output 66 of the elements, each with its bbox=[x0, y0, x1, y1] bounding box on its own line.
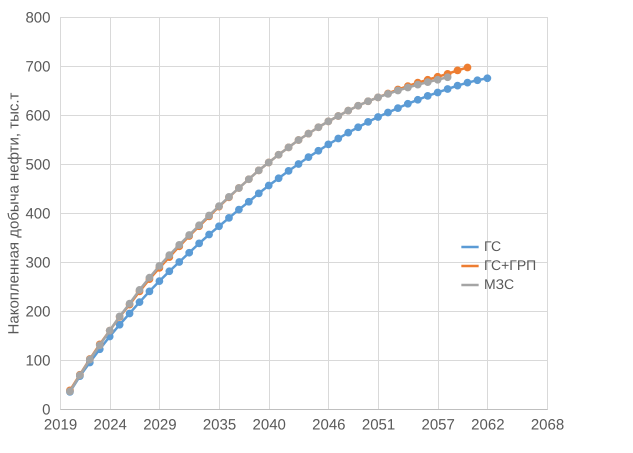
y-tick-label: 400 bbox=[25, 206, 50, 222]
y-tick-label: 600 bbox=[25, 108, 50, 124]
point bbox=[374, 113, 382, 121]
point bbox=[136, 298, 144, 306]
point bbox=[444, 73, 452, 82]
point bbox=[384, 108, 392, 116]
point bbox=[354, 123, 362, 132]
point bbox=[324, 140, 332, 148]
point bbox=[146, 288, 154, 296]
y-tick-label: 500 bbox=[25, 156, 50, 174]
point bbox=[404, 100, 412, 108]
point bbox=[454, 66, 462, 74]
point bbox=[225, 214, 233, 222]
y-axis-title: Накопленная добыча нефти, тыс.т bbox=[5, 92, 22, 334]
point bbox=[434, 88, 442, 96]
point bbox=[156, 277, 164, 285]
point bbox=[185, 248, 194, 257]
point bbox=[175, 258, 184, 266]
point bbox=[464, 78, 472, 87]
point bbox=[126, 310, 134, 318]
point bbox=[294, 160, 302, 168]
x-tick-label: 2062 bbox=[471, 416, 505, 434]
legend-label: МЗС bbox=[484, 276, 514, 292]
point bbox=[454, 82, 462, 90]
x-tick-label: 2051 bbox=[362, 416, 396, 434]
point bbox=[274, 174, 283, 182]
point bbox=[116, 320, 124, 329]
point bbox=[205, 230, 213, 238]
point bbox=[424, 78, 432, 86]
y-tick-label: 800 bbox=[25, 10, 50, 26]
point bbox=[165, 267, 174, 276]
x-tick-label: 2024 bbox=[94, 416, 127, 434]
point bbox=[304, 153, 312, 162]
point bbox=[334, 134, 342, 142]
x-tick-label: 2068 bbox=[530, 416, 564, 434]
x-tick-label: 2019 bbox=[44, 416, 78, 434]
point bbox=[394, 104, 402, 112]
y-tick-label: 300 bbox=[25, 254, 50, 272]
point bbox=[464, 64, 472, 72]
point bbox=[284, 166, 292, 175]
point bbox=[364, 118, 372, 126]
point bbox=[424, 92, 432, 100]
x-tick-label: 2040 bbox=[252, 416, 286, 434]
y-tick-label: 100 bbox=[25, 352, 50, 370]
x-tick-label: 2029 bbox=[143, 416, 177, 434]
point bbox=[344, 128, 352, 137]
x-tick-label: 2057 bbox=[421, 416, 455, 434]
point bbox=[254, 190, 263, 198]
x-tick-label: 2035 bbox=[202, 416, 236, 434]
legend-label: ГС+ГРП bbox=[484, 257, 536, 273]
y-tick-label: 700 bbox=[25, 58, 50, 76]
point bbox=[195, 240, 204, 248]
point bbox=[474, 76, 482, 84]
point bbox=[414, 96, 422, 104]
legend-label: ГС bbox=[484, 238, 502, 254]
point bbox=[434, 76, 442, 84]
y-tick-label: 200 bbox=[25, 304, 50, 320]
point bbox=[235, 206, 243, 214]
point bbox=[314, 146, 322, 155]
y-tick-label: 0 bbox=[42, 402, 50, 418]
point bbox=[444, 85, 452, 93]
point bbox=[264, 182, 273, 190]
point bbox=[244, 198, 253, 206]
point bbox=[215, 222, 223, 230]
x-tick-label: 2046 bbox=[312, 416, 346, 434]
point bbox=[483, 74, 492, 82]
